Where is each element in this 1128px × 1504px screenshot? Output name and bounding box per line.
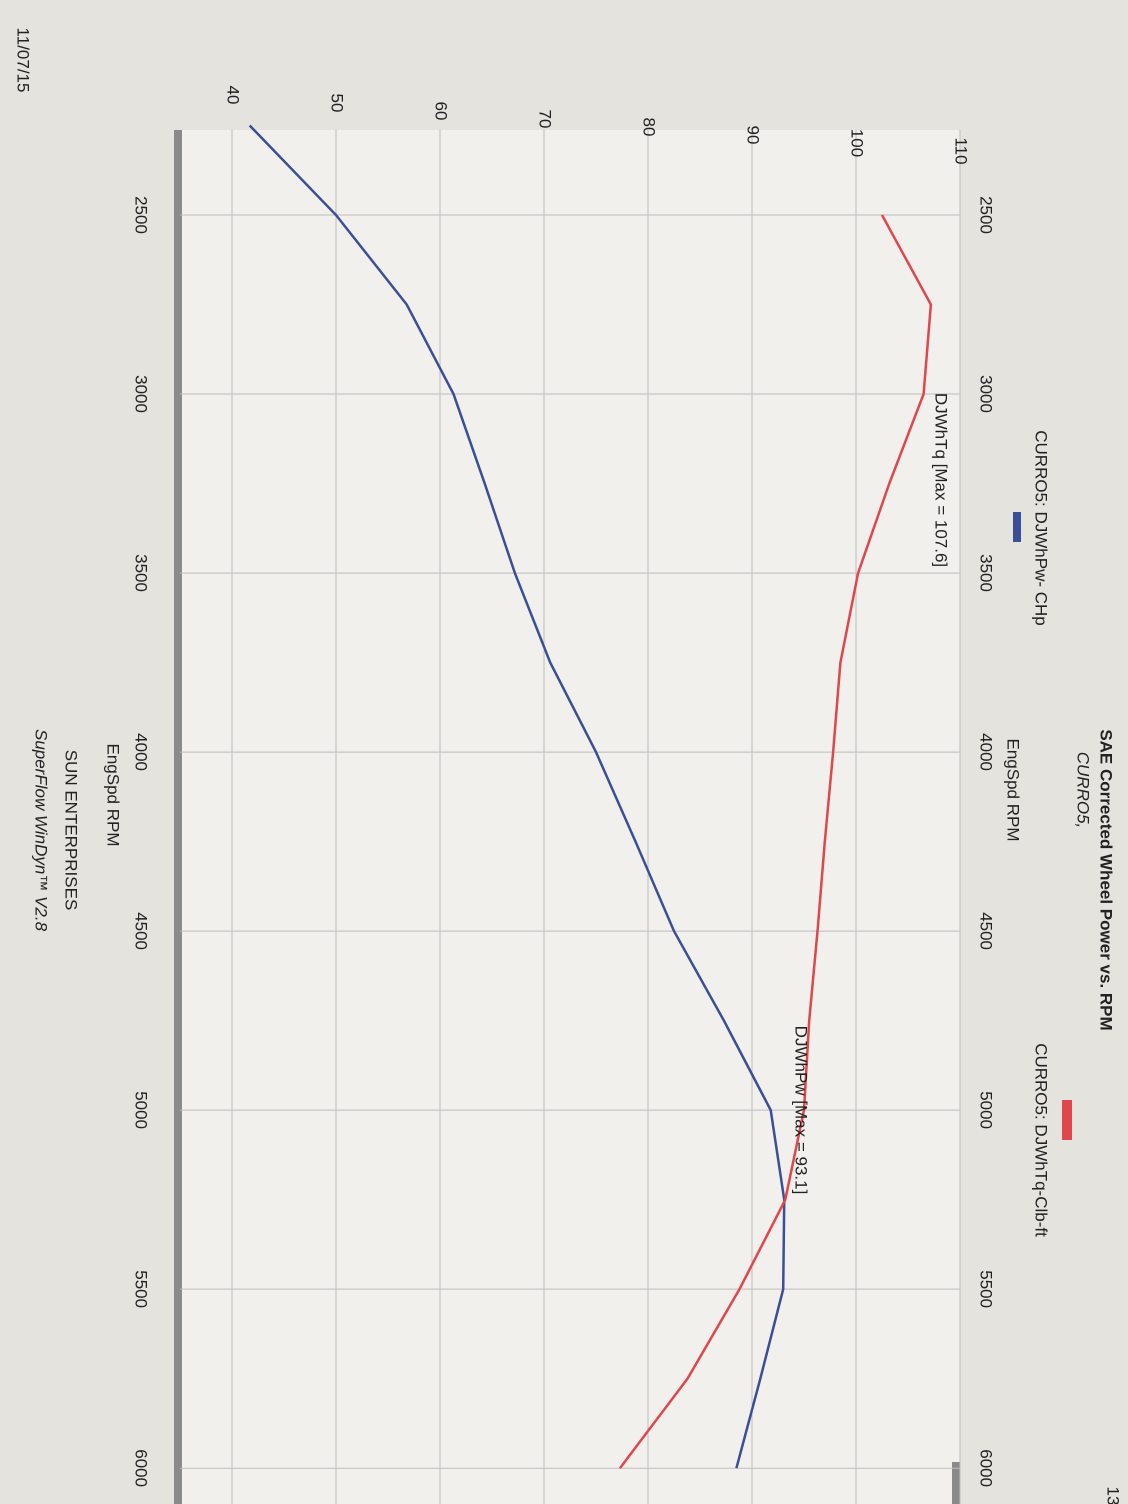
x-tick-label-top: 4000 [977,733,996,771]
y-tick-label: 50 [328,94,347,113]
legend-swatch-blue [1013,512,1021,542]
x-axis-label: EngSpd RPM [1004,739,1023,842]
y-tick-label: 80 [640,118,659,137]
x-tick-label: 2500 [132,196,151,234]
annotation: DJWhTq [Max = 107.6] [932,393,951,567]
x-tick-label: 6000 [132,1449,151,1487]
x-tick-label: 3000 [132,375,151,413]
plot-area [180,130,960,1504]
series-line [618,214,933,1469]
x-axis-label-bottom: EngSpd RPM [104,744,123,847]
page-number: 13 [1104,1487,1123,1504]
legend-entry: CURRO5: DJWhTq-Clb-ft [1032,1043,1051,1237]
chart-title: SAE Corrected Wheel Power vs. RPM [1097,729,1116,1030]
footer-line: SUN ENTERPRISES [62,750,81,911]
y-tick-label: 90 [744,126,763,145]
x-tick-label-top: 4500 [977,912,996,950]
x-tick-label: 5000 [132,1091,151,1129]
x-tick-label: 3500 [132,554,151,592]
axis-bar-end [952,1462,960,1504]
y-tick-label: 70 [536,110,555,129]
x-tick-label-top: 5000 [977,1091,996,1129]
x-tick-label-top: 3500 [977,554,996,592]
chart-subtitle: CURRO5, [1074,752,1093,829]
x-tick-label-top: 3000 [977,375,996,413]
legend-swatch-red [1062,1100,1072,1140]
y-tick-label: 60 [432,102,451,121]
x-tick-label-top: 5500 [977,1270,996,1308]
x-tick-label: 5500 [132,1270,151,1308]
x-tick-label-top: 2500 [977,196,996,234]
x-tick-label-top: 6000 [977,1449,996,1487]
x-tick-label: 4500 [132,912,151,950]
axis-bar [174,130,182,1504]
legend-entry: CURRO5: DJWhPw- CHp [1032,430,1051,626]
y-tick-label: 40 [224,86,243,105]
y-tick-label: 100 [848,129,867,157]
x-tick-label: 4000 [132,733,151,771]
annotation: DJWhPw [Max = 93.1] [792,1026,811,1195]
date: 11/07/15 [14,28,33,93]
y-tick-label: 110 [952,137,971,164]
footer-line: SuperFlow WinDyn™ V2.8 [32,729,51,932]
series-line [248,124,786,1469]
